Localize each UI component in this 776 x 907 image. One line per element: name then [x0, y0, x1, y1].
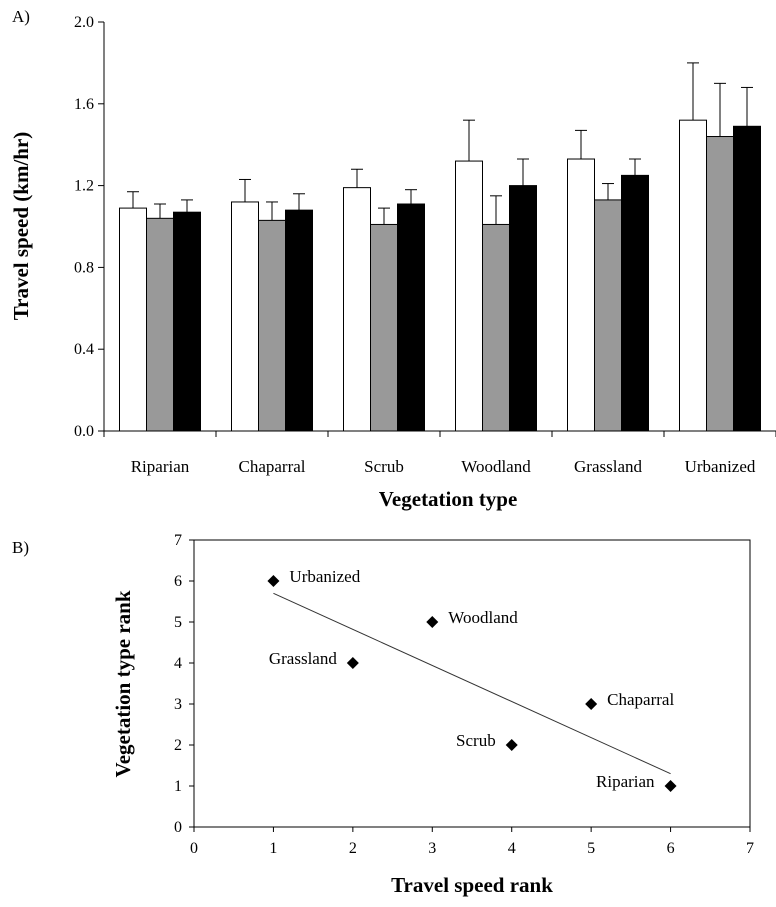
- panel-a-bar: [509, 185, 537, 432]
- panel-b-x-tick-label: 7: [746, 840, 754, 857]
- panel-a-bar: [231, 201, 259, 432]
- panel-a-category-label: Scrub: [364, 457, 404, 476]
- panel-b-trendline: [273, 592, 671, 775]
- panel-a-bar: [146, 217, 174, 432]
- panel-b-y-tick-label: 5: [174, 614, 182, 631]
- panel-a-bar: [567, 158, 595, 432]
- panel-b-data-point: [585, 698, 598, 710]
- panel-a-y-tick-label: 2.0: [74, 14, 94, 31]
- panel-a-y-axis-title: Travel speed (km/hr): [9, 132, 33, 321]
- panel-a-bar-chart: A) Travel speed (km/hr) Vegetation type …: [9, 7, 776, 511]
- panel-b-y-tick-label: 3: [174, 696, 182, 713]
- panel-b-y-tick-label: 1: [174, 778, 182, 795]
- panel-b-data-point: [664, 780, 677, 792]
- panel-a-category-label: Woodland: [461, 457, 531, 476]
- panel-a-bar: [455, 160, 483, 432]
- panel-a-bar: [594, 199, 622, 432]
- panel-b-y-tick-label: 7: [174, 532, 182, 549]
- panel-a-bar: [258, 219, 286, 432]
- panel-a-bar: [397, 203, 425, 432]
- panel-b-x-tick-label: 4: [508, 840, 516, 857]
- panel-a-category-label: Urbanized: [685, 457, 756, 476]
- panel-b-data-point: [267, 575, 280, 587]
- panel-a-category-label: Grassland: [574, 457, 642, 476]
- panel-b-point-label: Woodland: [448, 608, 518, 627]
- panel-a-category-label: Riparian: [131, 457, 190, 476]
- panel-a-y-tick-label: 1.2: [74, 178, 94, 195]
- panel-b-data-point: [505, 739, 518, 751]
- panel-b-x-tick-label: 2: [349, 840, 357, 857]
- panel-a-category-label: Chaparral: [238, 457, 305, 476]
- panel-b-point-label: Urbanized: [289, 567, 360, 586]
- panel-b-y-axis-title: Vegetation type rank: [111, 590, 135, 777]
- panel-a-bar: [119, 207, 147, 432]
- panel-a-bar: [679, 119, 707, 432]
- panel-a-x-axis-title: Vegetation type: [379, 487, 518, 511]
- panel-b-plot-frame: [193, 539, 751, 828]
- panel-b-x-tick-label: 0: [190, 840, 198, 857]
- panel-a-label: A): [12, 7, 30, 26]
- panel-b-y-tick-label: 4: [174, 655, 182, 672]
- panel-b-y-tick-label: 6: [174, 573, 182, 590]
- panel-b-point-label: Chaparral: [607, 690, 674, 709]
- panel-b-point-label: Grassland: [269, 649, 337, 668]
- panel-a-bar: [370, 223, 398, 432]
- panel-a-bar: [173, 211, 201, 432]
- panel-b-label: B): [12, 538, 29, 557]
- panel-b-data-point: [426, 616, 439, 628]
- panel-b-x-tick-label: 5: [587, 840, 595, 857]
- panel-a-bar: [343, 187, 371, 432]
- panel-b-y-tick-label: 2: [174, 737, 182, 754]
- panel-a-bar: [482, 223, 510, 432]
- panel-b-x-tick-label: 1: [269, 840, 277, 857]
- panel-a-y-tick-label: 1.6: [74, 96, 94, 113]
- panel-b-x-axis-title: Travel speed rank: [391, 873, 553, 897]
- panel-b-x-tick-label: 3: [428, 840, 436, 857]
- panel-b-y-tick-label: 0: [174, 819, 182, 836]
- panel-b-data-point: [346, 657, 359, 669]
- panel-b-point-label: Riparian: [596, 772, 655, 791]
- panel-b-point-label: Scrub: [456, 731, 496, 750]
- panel-b-scatter-plot: B) Vegetation type rank Travel speed ran…: [12, 532, 754, 897]
- panel-b-x-tick-label: 6: [667, 840, 675, 857]
- panel-a-bar: [621, 174, 649, 432]
- panel-a-y-tick-label: 0.0: [74, 423, 94, 440]
- panel-a-bar: [285, 209, 313, 432]
- panel-a-bar: [733, 125, 761, 432]
- panel-a-y-tick-label: 0.8: [74, 259, 94, 276]
- panel-a-y-tick-label: 0.4: [74, 341, 94, 358]
- panel-a-bar: [706, 136, 734, 432]
